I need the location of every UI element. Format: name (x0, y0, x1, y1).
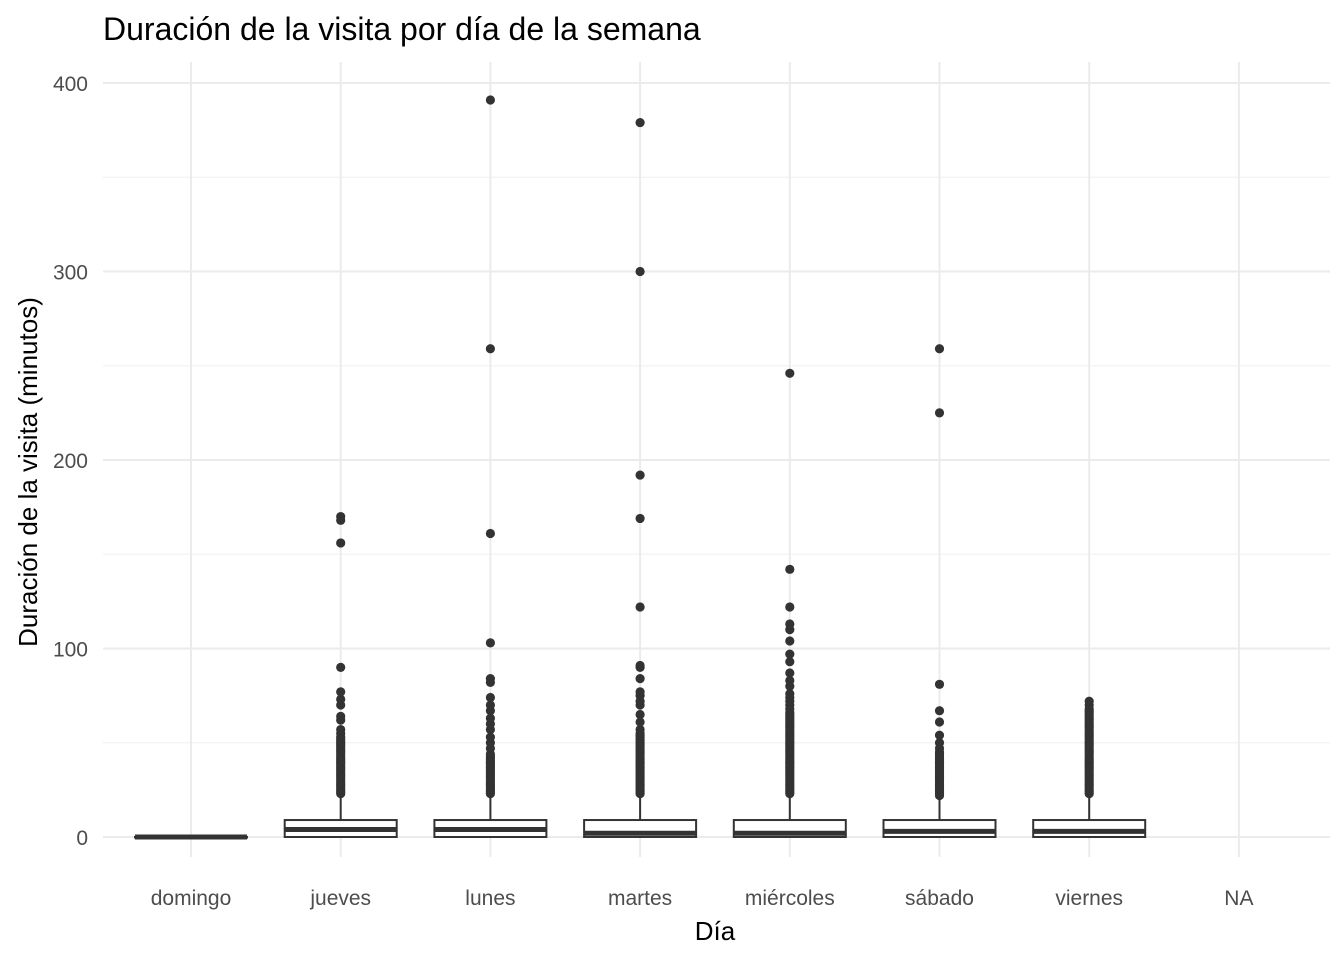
outlier-point (635, 513, 645, 524)
x-tick-labels: domingo jueves lunes martes miércoles sábado v… (151, 887, 1254, 910)
outlier-point (785, 564, 795, 574)
y-tick-label: 300 (53, 262, 88, 285)
box-group-jueves (283, 511, 398, 838)
outlier-point (485, 674, 495, 684)
outlier-point (934, 717, 945, 727)
y-tick-labels: 0 100 200 300 400 (53, 73, 88, 850)
outlier-point (485, 528, 495, 539)
outlier-point (785, 619, 795, 629)
y-tick-label: 200 (53, 450, 88, 473)
box-group-martes (583, 117, 698, 838)
outlier-point (934, 344, 945, 354)
outlier-point (635, 117, 645, 128)
x-tick-label: martes (608, 887, 672, 910)
x-tick-label: viernes (1055, 887, 1123, 910)
x-tick-label: miércoles (745, 887, 835, 910)
outlier-point (635, 717, 645, 727)
outlier-point (336, 662, 346, 672)
outlier-point (336, 538, 346, 548)
outlier-point (635, 724, 645, 735)
outlier-point (934, 730, 945, 740)
y-tick-label: 400 (53, 73, 88, 96)
box (1032, 819, 1147, 838)
boxes (134, 95, 1147, 840)
outlier-point (336, 511, 346, 522)
outlier-point (485, 700, 495, 710)
outlier-point (785, 368, 795, 378)
outlier-point (785, 675, 795, 686)
outlier-point (934, 679, 945, 689)
box-group-viernes (1032, 696, 1147, 838)
outlier-point (934, 706, 945, 716)
x-tick-label: sábado (905, 887, 974, 910)
outlier-point (635, 470, 645, 480)
outlier-point (485, 638, 495, 648)
outlier-point (635, 266, 645, 277)
outlier-point (336, 711, 346, 721)
chart-title: Duración de la visita por día de la sema… (103, 11, 701, 47)
box-group-sábado (882, 344, 997, 838)
outlier-point (785, 668, 795, 678)
outlier-point (785, 602, 795, 612)
outlier-point (485, 732, 495, 742)
outlier-point (485, 692, 495, 703)
outlier-point (635, 602, 645, 612)
outlier-point (485, 344, 495, 354)
outlier-point (934, 408, 945, 418)
x-tick-label: lunes (465, 887, 515, 910)
grid (103, 62, 1330, 857)
outlier-point (485, 713, 495, 723)
outlier-point (785, 657, 795, 667)
outlier-point (785, 636, 795, 646)
x-tick-label: domingo (151, 887, 232, 910)
outlier-point (635, 687, 645, 697)
box (882, 819, 997, 838)
x-tick-label: jueves (309, 887, 371, 910)
x-axis-title: Día (695, 916, 736, 946)
outlier-point (635, 709, 645, 720)
box-group-domingo (134, 834, 248, 840)
box-group-lunes (433, 95, 548, 838)
outlier-point (785, 689, 795, 699)
outlier-point (485, 95, 495, 105)
box-group-miércoles (732, 368, 847, 838)
outlier-point (336, 694, 346, 704)
outlier-point (336, 724, 346, 735)
y-axis-title: Duración de la visita (minutos) (13, 297, 43, 647)
outlier-point (934, 738, 945, 748)
outlier-point (1084, 696, 1094, 706)
x-tick-label: NA (1224, 887, 1253, 910)
outlier-point (635, 674, 645, 684)
outlier-point (336, 687, 346, 697)
y-tick-label: 0 (76, 827, 88, 850)
y-tick-label: 100 (53, 639, 88, 662)
outlier-point (785, 649, 795, 659)
outlier-point (635, 660, 645, 671)
